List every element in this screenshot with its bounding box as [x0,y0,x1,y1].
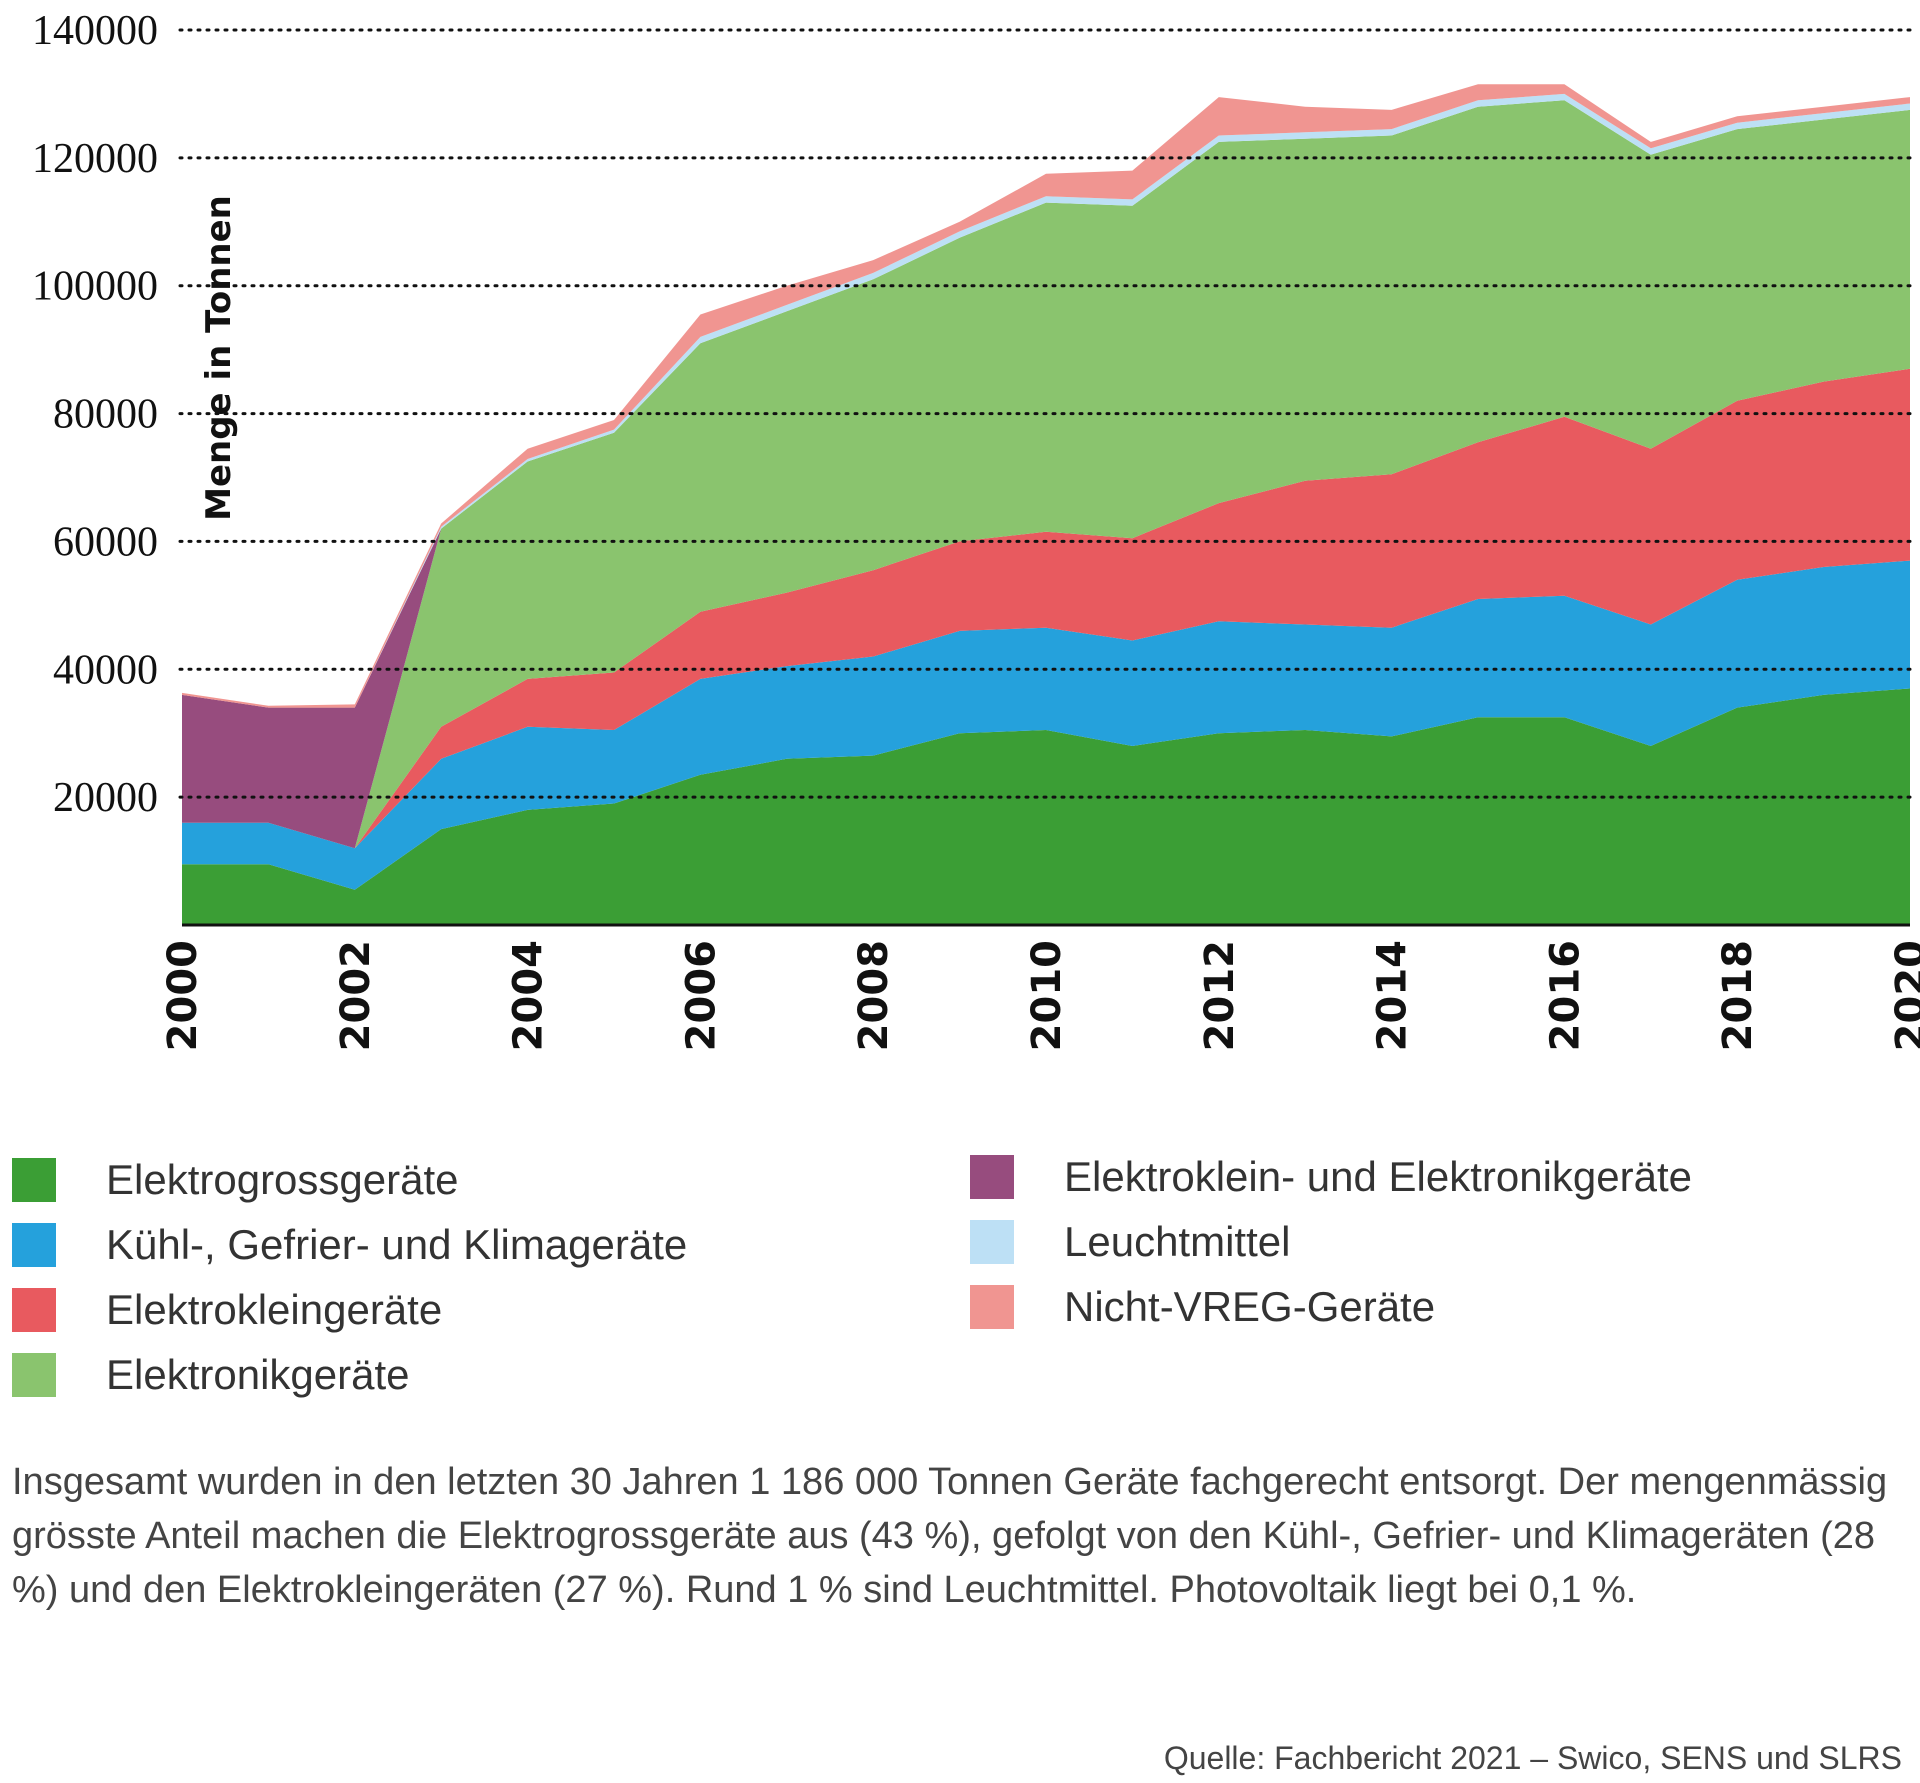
area-series-2 [182,368,1910,849]
legend-label: Kühl-, Gefrier- und Klimageräte [106,1221,688,1268]
area-series-4 [182,100,1910,849]
x-tick-label: 2018 [1715,940,1761,1051]
y-tick-label: 140000 [32,8,158,54]
legend-label: Elektroklein- und Elektronikgeräte [1064,1153,1692,1200]
legend-swatch [12,1158,56,1202]
legend-item: Elektronikgeräte [12,1350,410,1400]
x-tick-label: 2010 [1024,940,1070,1051]
legend-item: Kühl-, Gefrier- und Klimageräte [12,1220,687,1270]
y-tick-label: 80000 [53,392,158,438]
x-tick-label: 2004 [506,940,552,1051]
legend-label: Nicht-VREG-Geräte [1064,1283,1436,1330]
y-tick-labels: 20000 40000 60000 80000 100000 120000 140000 [32,8,158,821]
x-tick-label: 2006 [678,940,724,1051]
area-series-0 [182,688,1910,925]
x-tick-label: 2016 [1542,940,1588,1051]
legend-label: Elektronikgeräte [106,1351,410,1398]
stacked-area-chart: 20000 40000 60000 80000 100000 120000 140000 2… [32,8,1920,1051]
area-series-1 [182,560,1910,890]
summary-note: Insgesamt wurden in den letzten 30 Jahre… [12,1461,1888,1611]
y-tick-label: 60000 [53,519,158,565]
x-tick-label: 2000 [160,940,206,1051]
x-tick-label: 2012 [1197,940,1243,1051]
source-credit: Quelle: Fachbericht 2021 – Swico, SENS u… [1163,1740,1902,1776]
y-tick-label: 120000 [32,136,158,182]
legend-swatch [970,1285,1014,1329]
legend-item: Leuchtmittel [970,1217,1290,1267]
area-layers [182,84,1910,925]
legend-item: Elektroklein- und Elektronikgeräte [970,1152,1692,1202]
legend-swatch [12,1353,56,1397]
y-axis-label: Menge in Tonnen [199,195,239,521]
legend-item: Elektrokleingeräte [12,1285,442,1335]
legend-item: Nicht-VREG-Geräte [970,1282,1435,1332]
x-tick-label: 2008 [851,940,897,1051]
y-tick-label: 100000 [32,264,158,310]
legend: Elektrogrossgeräte Kühl-, Gefrier- und Kl… [0,1140,1920,1420]
gridlines [178,28,1912,799]
x-tick-label: 2020 [1888,940,1920,1051]
legend-swatch [12,1223,56,1267]
y-tick-label: 40000 [53,647,158,693]
x-tick-label: 2014 [1370,940,1416,1051]
legend-swatch [970,1155,1014,1199]
legend-label: Elektrogrossgeräte [106,1156,459,1203]
x-tick-label: 2002 [333,940,379,1051]
legend-swatch [12,1288,56,1332]
y-tick-label: 20000 [53,775,158,821]
area-series-3 [182,100,1910,849]
legend-item: Elektrogrossgeräte [12,1155,459,1205]
legend-label: Leuchtmittel [1064,1218,1291,1265]
x-tick-labels: 2000 2002 2004 2006 2008 2010 2012 2014 2016 2018… [160,940,1920,1051]
legend-swatch [970,1220,1014,1264]
legend-label: Elektrokleingeräte [106,1286,443,1333]
